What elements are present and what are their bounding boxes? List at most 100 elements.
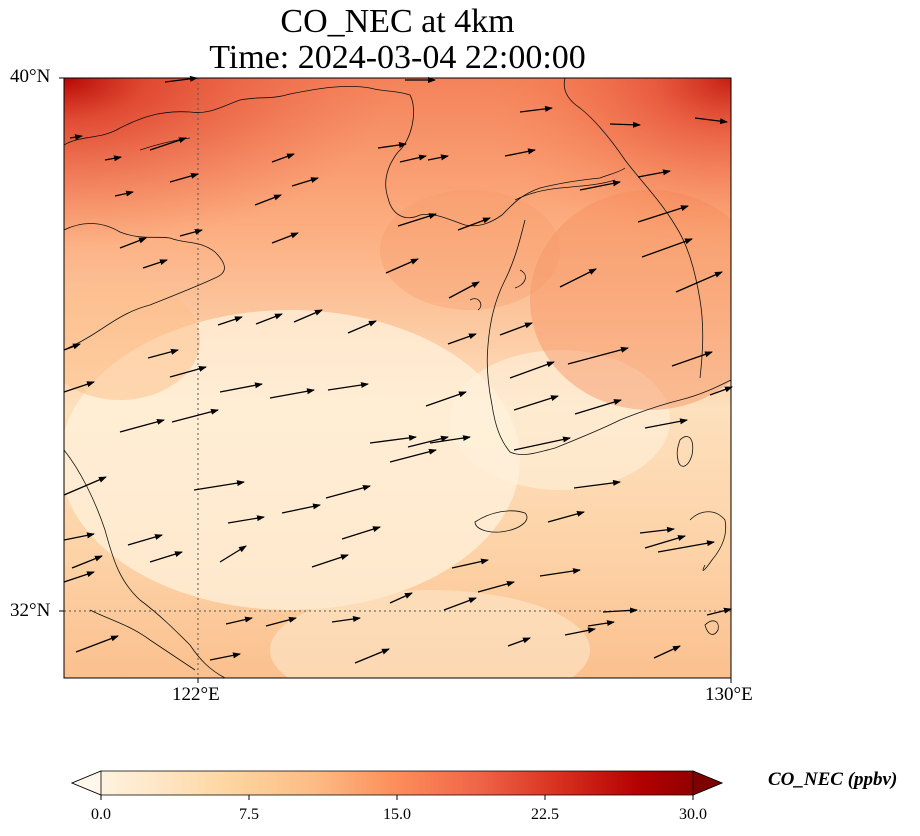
wind-arrow (567, 346, 629, 365)
wind-arrow (331, 616, 361, 623)
chart-title: CO_NEC at 4km (280, 3, 515, 40)
wind-arrow (609, 121, 641, 128)
wind-arrow (407, 435, 449, 448)
wind-arrow (539, 568, 581, 577)
colorbar-tick-label: 0.0 (91, 806, 111, 823)
wind-arrow (451, 558, 489, 569)
wind-arrow (385, 258, 419, 274)
wind-arrow (641, 238, 693, 258)
wind-arrow (369, 434, 417, 444)
wind-arrow (169, 173, 199, 183)
wind-arrow (675, 271, 723, 293)
wind-arrow (574, 399, 622, 415)
wind-arrow (347, 320, 377, 334)
wind-arrow (149, 137, 187, 151)
wind-arrow (507, 637, 531, 647)
wind-arrow (499, 322, 533, 336)
wind-arrow (639, 526, 675, 534)
lat-label-32n: 32°N (10, 600, 51, 621)
wind-arrow (547, 510, 585, 523)
wind-arrow (219, 382, 263, 393)
wind-arrow (694, 117, 728, 125)
chart-subtitle-time: Time: 2024-03-04 22:00:00 (209, 39, 586, 76)
wind-arrow (389, 592, 413, 604)
colorbar-under-extension (70, 770, 102, 796)
wind-arrow (573, 479, 621, 489)
wind-arrow (71, 555, 103, 569)
colorbar-label: CO_NEC (ppbv) (768, 769, 898, 790)
wind-arrow (644, 535, 686, 549)
wind-arrow (602, 607, 638, 614)
wind-arrow (147, 348, 179, 359)
wind-arrow (63, 571, 95, 583)
wind-arrow (169, 365, 207, 378)
wind-arrow (427, 154, 449, 161)
wind-arrow (225, 616, 253, 625)
wind-arrow (477, 580, 515, 593)
wind-arrow (281, 503, 321, 514)
wind-arrow (397, 213, 437, 227)
wind-arrow (291, 177, 319, 187)
wind-arrow (271, 232, 299, 244)
colorbar-tick-label: 7.5 (239, 806, 259, 823)
colorbar-over-extension (692, 770, 724, 796)
wind-arrow (193, 480, 245, 491)
wind-arrow (389, 448, 437, 463)
wind-arrow (399, 154, 427, 163)
colorbar-tick-label: 22.5 (531, 806, 559, 823)
colorbar-tick-label: 30.0 (679, 806, 707, 823)
wind-arrow (114, 190, 134, 197)
lat-label-40n: 40°N (10, 66, 51, 87)
wind-arrow (341, 526, 381, 540)
wind-arrow (509, 361, 555, 379)
lon-label-130e: 130°E (705, 684, 753, 705)
wind-arrow (579, 180, 621, 191)
wind-arrow (448, 281, 480, 299)
wind-arrow (69, 134, 83, 141)
wind-arrow (519, 105, 553, 113)
wind-arrow (219, 545, 247, 563)
wind-arrow (429, 435, 471, 444)
wind-arrow (325, 484, 371, 499)
wind-arrow (217, 316, 243, 326)
wind-arrow (227, 515, 265, 524)
wind-arrow (119, 237, 147, 249)
wind-arrow (504, 148, 536, 157)
wind-arrow (587, 620, 615, 627)
wind-arrow (255, 313, 283, 325)
wind-arrow (179, 228, 203, 237)
wind-arrow (637, 205, 689, 223)
wind-arrow (559, 268, 597, 288)
wind-arrow (709, 386, 733, 396)
wind-arrow (63, 532, 95, 541)
wind-arrow (269, 388, 315, 399)
wind-arrow (637, 169, 671, 178)
map-frame (63, 77, 732, 679)
wind-arrow (513, 436, 571, 451)
wind-arrow (63, 381, 95, 393)
wind-arrow (653, 645, 681, 659)
wind-arrow (354, 648, 390, 664)
wind-arrow (119, 418, 165, 433)
wind-arrow (265, 616, 297, 627)
wind-vectors (63, 75, 733, 664)
wind-arrow (271, 153, 295, 163)
wind-arrow (209, 652, 241, 661)
wind-arrow (75, 635, 119, 653)
lon-label-122e: 122°E (172, 684, 220, 705)
wind-arrow (104, 155, 122, 162)
wind-arrow (311, 554, 349, 568)
wind-arrow (443, 597, 477, 611)
wind-arrow (171, 408, 219, 423)
wind-arrow (293, 309, 323, 323)
wind-arrow (149, 551, 183, 563)
wind-arrow (447, 333, 477, 345)
wind-arrow (457, 217, 491, 231)
wind-arrow (127, 534, 163, 546)
wind-arrow (164, 75, 198, 83)
wind-arrow (142, 259, 168, 269)
wind-arrow (671, 351, 713, 367)
wind-arrow (657, 540, 715, 553)
wind-arrow (327, 382, 369, 391)
